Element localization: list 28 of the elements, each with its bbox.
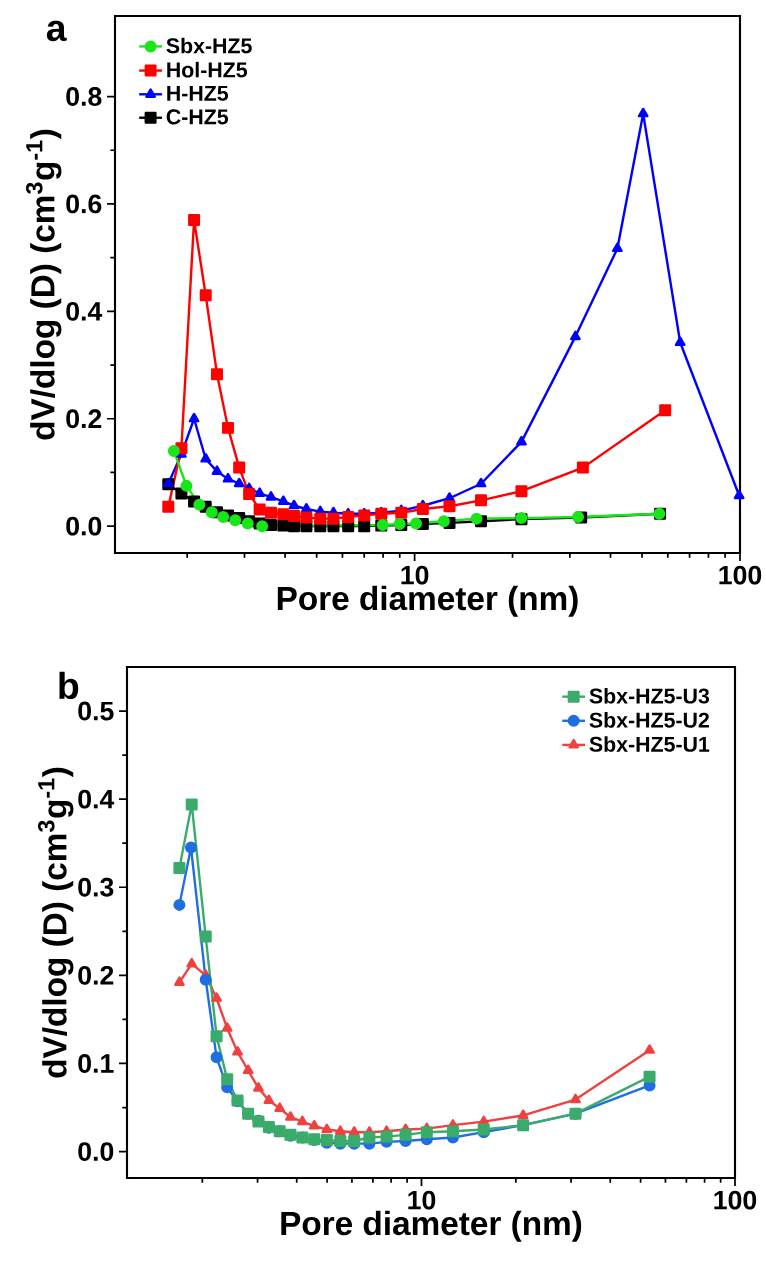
x-tick-label: 10 <box>408 1190 436 1210</box>
x-axis-title: Pore diameter (nm) <box>277 585 578 617</box>
legend-label: Sbx-HZ5-U2 <box>589 712 709 728</box>
legend-label: Sbx-HZ5 <box>166 37 252 54</box>
x-tick-label: 100 <box>714 1190 757 1210</box>
legend-label: Sbx-HZ5-U1 <box>589 736 710 752</box>
legend-label: C-HZ5 <box>166 109 229 125</box>
y-tick-label: 0.1 <box>78 1054 114 1073</box>
y-tick-label: 0.2 <box>78 965 114 985</box>
legend-label: Sbx-HZ5-U3 <box>589 687 710 704</box>
y-axis-title: dV/dlog (D) (cm$^{3}$g$^{-1}$) <box>26 129 62 440</box>
x-tick-label: 100 <box>719 565 762 585</box>
legend-label: H-HZ5 <box>167 85 229 101</box>
y-tick-label: 0.4 <box>66 301 103 321</box>
y-tick-label: 0.2 <box>66 409 102 429</box>
y-tick-label: 0.4 <box>78 789 115 809</box>
text: a <box>46 20 67 42</box>
y-tick-label: 0.8 <box>66 87 102 106</box>
legend-label: Hol-HZ5 <box>167 61 248 78</box>
text: b <box>59 671 79 700</box>
y-tick-label: 0.0 <box>78 1142 114 1161</box>
y-axis-title: dV/dlog (D) (cm$^{3}$g$^{-1}$) <box>38 767 74 1078</box>
y-tick-label: 0.5 <box>78 701 114 721</box>
y-tick-label: 0.6 <box>66 194 102 214</box>
x-tick-label: 10 <box>401 565 429 585</box>
x-axis-title: Pore diameter (nm) <box>281 1210 582 1242</box>
y-tick-label: 0.3 <box>78 877 114 897</box>
y-tick-label: 0.0 <box>66 516 102 536</box>
